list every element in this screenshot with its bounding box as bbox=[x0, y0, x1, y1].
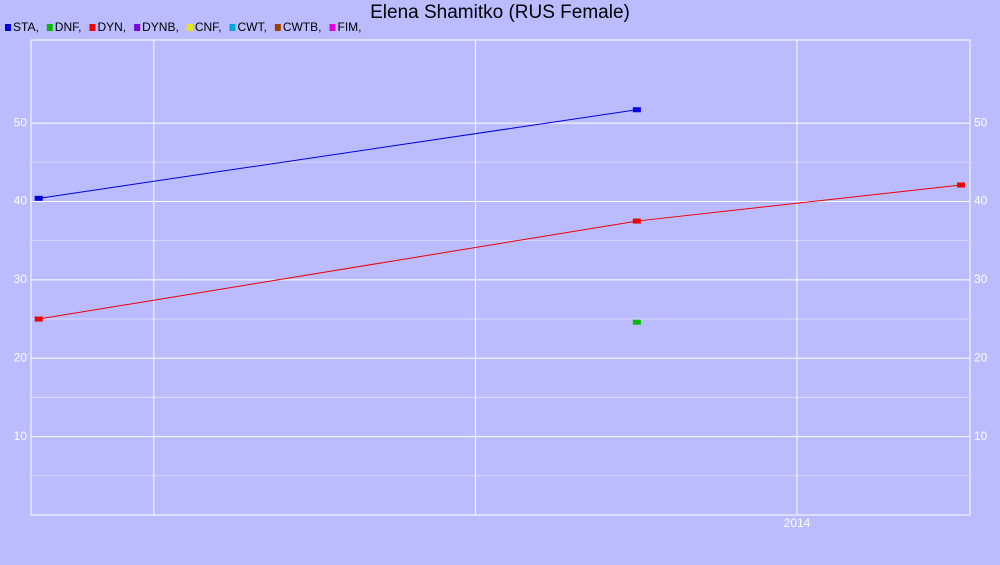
y-tick-label: 50 bbox=[14, 115, 28, 129]
legend-swatch bbox=[46, 24, 53, 31]
y-tick-label: 10 bbox=[14, 429, 28, 443]
y-tick-label-right: 50 bbox=[974, 115, 988, 129]
data-point bbox=[956, 182, 965, 188]
legend-label: CWT, bbox=[237, 20, 266, 34]
legend-swatch bbox=[274, 24, 281, 31]
legend-label: FIM, bbox=[337, 20, 361, 34]
data-point bbox=[34, 316, 43, 322]
legend-label: STA, bbox=[13, 20, 39, 34]
x-tick-label: 2014 bbox=[784, 516, 811, 530]
legend-label: DNF, bbox=[55, 20, 82, 34]
legend-swatch bbox=[134, 24, 141, 31]
y-tick-label: 30 bbox=[14, 272, 28, 286]
legend-label: DYNB, bbox=[142, 20, 179, 34]
y-tick-label-right: 40 bbox=[974, 194, 988, 208]
plot-frame bbox=[30, 39, 971, 516]
legend-label: CWTB, bbox=[283, 20, 322, 34]
data-point bbox=[34, 195, 43, 201]
legend-swatch bbox=[186, 24, 193, 31]
y-tick-label: 20 bbox=[14, 350, 28, 364]
y-tick-label: 40 bbox=[14, 194, 28, 208]
legend-swatch bbox=[329, 24, 336, 31]
data-point bbox=[632, 107, 641, 113]
legend-label: DYN, bbox=[97, 20, 126, 34]
y-tick-label-right: 20 bbox=[974, 350, 988, 364]
y-tick-label-right: 30 bbox=[974, 272, 988, 286]
legend-swatch bbox=[229, 24, 236, 31]
legend-label: CNF, bbox=[195, 20, 222, 34]
chart-title: Elena Shamitko (RUS Female) bbox=[370, 2, 630, 23]
series-line bbox=[38, 109, 637, 199]
data-point bbox=[632, 319, 641, 325]
data-point bbox=[632, 218, 641, 224]
legend-swatch bbox=[89, 24, 96, 31]
y-tick-label-right: 10 bbox=[974, 429, 988, 443]
legend-swatch bbox=[5, 24, 11, 31]
